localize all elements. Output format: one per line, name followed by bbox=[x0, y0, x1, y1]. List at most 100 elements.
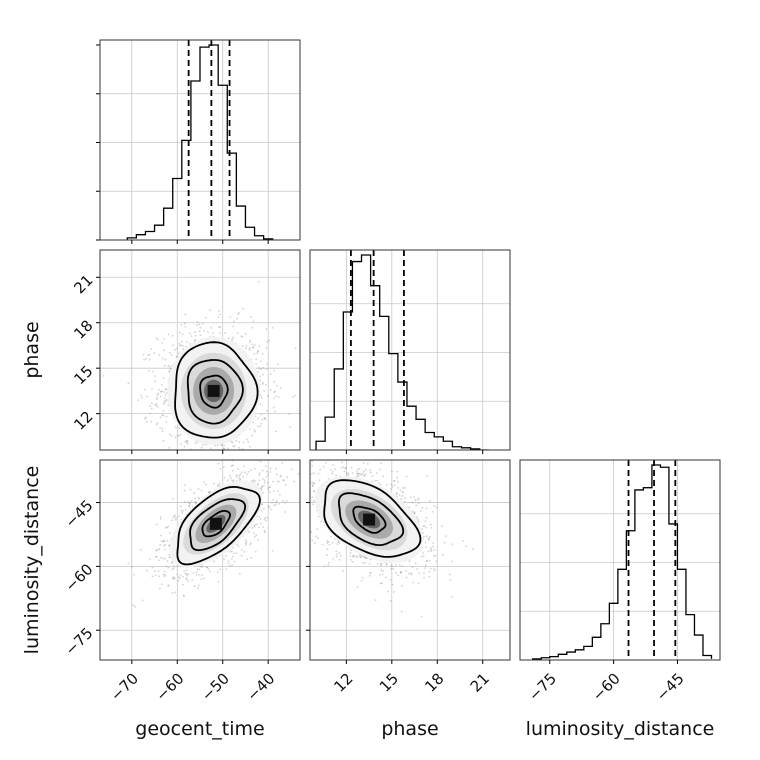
scatter-point bbox=[254, 524, 256, 526]
scatter-point bbox=[251, 527, 254, 529]
scatter-point bbox=[155, 523, 158, 526]
scatter-point bbox=[259, 379, 261, 382]
scatter-point bbox=[146, 569, 149, 572]
scatter-point bbox=[149, 405, 152, 407]
scatter-point bbox=[288, 413, 291, 416]
scatter-point bbox=[180, 324, 183, 326]
scatter-point bbox=[312, 482, 315, 485]
scatter-point bbox=[220, 443, 222, 446]
scatter-point bbox=[379, 462, 382, 465]
scatter-point bbox=[340, 461, 343, 464]
scatter-point bbox=[423, 576, 425, 579]
scatter-point bbox=[402, 487, 405, 489]
scatter-point bbox=[219, 332, 222, 334]
scatter-point bbox=[164, 401, 166, 404]
scatter-point bbox=[358, 467, 361, 470]
scatter-point bbox=[172, 567, 175, 570]
scatter-point bbox=[196, 320, 199, 323]
scatter-point bbox=[263, 390, 266, 392]
scatter-point bbox=[199, 565, 202, 568]
scatter-point bbox=[350, 558, 353, 561]
scatter-point bbox=[282, 479, 285, 482]
scatter-point bbox=[163, 364, 166, 367]
scatter-point bbox=[239, 478, 242, 480]
scatter-point bbox=[225, 568, 228, 570]
scatter-point bbox=[218, 310, 220, 312]
scatter-point bbox=[425, 526, 427, 529]
scatter-point bbox=[176, 434, 179, 437]
scatter-point bbox=[161, 430, 164, 433]
scatter-point bbox=[184, 325, 187, 328]
scatter-point bbox=[160, 583, 163, 586]
scatter-point bbox=[311, 472, 313, 475]
scatter-point bbox=[176, 564, 179, 567]
scatter-point bbox=[179, 331, 181, 334]
scatter-point bbox=[257, 280, 260, 283]
scatter-point bbox=[334, 468, 337, 471]
scatter-point bbox=[198, 323, 201, 326]
scatter-point bbox=[258, 367, 260, 369]
scatter-point bbox=[193, 585, 196, 588]
scatter-point bbox=[417, 518, 419, 521]
scatter-point bbox=[150, 420, 153, 423]
scatter-point bbox=[240, 335, 243, 337]
scatter-point bbox=[154, 574, 157, 577]
scatter-point bbox=[433, 548, 436, 551]
scatter-point bbox=[290, 468, 293, 471]
scatter-point bbox=[263, 529, 266, 532]
scatter-point bbox=[204, 483, 207, 486]
scatter-point bbox=[400, 498, 403, 501]
scatter-point bbox=[186, 441, 189, 443]
x-axis-label-phase: phase bbox=[381, 718, 438, 740]
scatter-point bbox=[404, 486, 406, 489]
scatter-point bbox=[257, 350, 259, 353]
scatter-point bbox=[311, 485, 314, 487]
scatter-point bbox=[157, 548, 160, 551]
scatter-point bbox=[144, 417, 146, 420]
scatter-point bbox=[339, 554, 342, 557]
scatter-point bbox=[356, 473, 359, 475]
scatter-point bbox=[385, 484, 388, 486]
scatter-point bbox=[169, 367, 172, 370]
scatter-point bbox=[360, 474, 363, 476]
scatter-point bbox=[184, 441, 187, 443]
scatter-point bbox=[167, 364, 170, 367]
scatter-point bbox=[237, 313, 239, 316]
scatter-point bbox=[194, 502, 197, 505]
scatter-point bbox=[252, 421, 255, 424]
scatter-point bbox=[157, 570, 160, 573]
scatter-point bbox=[186, 574, 188, 577]
scatter-point bbox=[163, 575, 166, 578]
scatter-point bbox=[171, 562, 174, 564]
scatter-point bbox=[284, 484, 287, 486]
scatter-point bbox=[357, 472, 360, 475]
scatter-point bbox=[245, 438, 248, 441]
scatter-point bbox=[195, 574, 198, 576]
scatter-point bbox=[465, 545, 467, 548]
scatter-point bbox=[240, 549, 243, 551]
scatter-point bbox=[368, 574, 371, 577]
scatter-point bbox=[332, 557, 335, 560]
scatter-point bbox=[256, 539, 259, 541]
scatter-point bbox=[247, 441, 250, 443]
scatter-point bbox=[197, 496, 200, 499]
histogram-luminosity_distance bbox=[532, 464, 713, 660]
scatter-point bbox=[358, 554, 361, 557]
scatter-point bbox=[433, 554, 435, 557]
scatter-point bbox=[449, 578, 452, 581]
scatter-point bbox=[163, 337, 165, 340]
scatter-point bbox=[229, 565, 232, 567]
scatter-point bbox=[379, 483, 382, 486]
scatter-point bbox=[141, 396, 143, 399]
scatter-point bbox=[171, 334, 174, 337]
scatter-point bbox=[311, 481, 314, 484]
scatter-point bbox=[214, 444, 216, 447]
panel-frame bbox=[309, 459, 511, 661]
scatter-point bbox=[185, 440, 187, 442]
scatter-point bbox=[377, 482, 380, 485]
scatter-point bbox=[201, 322, 204, 325]
scatter-point bbox=[227, 560, 230, 563]
scatter-point bbox=[443, 541, 446, 544]
scatter-point bbox=[254, 467, 256, 470]
scatter-point bbox=[382, 570, 385, 573]
